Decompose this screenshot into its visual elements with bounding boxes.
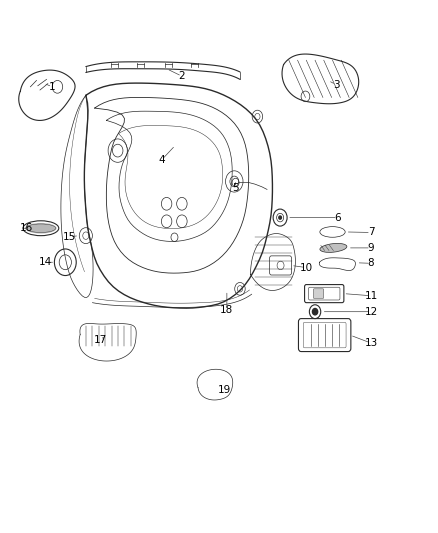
- Circle shape: [279, 216, 282, 219]
- Text: 2: 2: [179, 71, 185, 81]
- Text: 14: 14: [39, 257, 52, 267]
- Text: 16: 16: [19, 223, 33, 233]
- Text: 9: 9: [367, 243, 374, 253]
- Text: 7: 7: [367, 228, 374, 238]
- Text: 6: 6: [335, 213, 341, 223]
- Ellipse shape: [320, 244, 347, 252]
- Text: 18: 18: [220, 305, 233, 315]
- Text: 1: 1: [49, 82, 56, 92]
- Text: 4: 4: [158, 155, 165, 165]
- Circle shape: [312, 309, 318, 315]
- Text: 13: 13: [364, 338, 378, 348]
- FancyBboxPatch shape: [313, 289, 324, 298]
- Text: 17: 17: [94, 335, 107, 345]
- Text: 3: 3: [333, 80, 339, 90]
- Text: 10: 10: [300, 263, 313, 272]
- Text: 5: 5: [232, 183, 239, 193]
- Text: 19: 19: [218, 385, 231, 395]
- Ellipse shape: [25, 223, 57, 233]
- Text: 12: 12: [364, 306, 378, 317]
- Text: 11: 11: [364, 290, 378, 301]
- Text: 15: 15: [63, 232, 76, 242]
- Text: 8: 8: [367, 259, 374, 268]
